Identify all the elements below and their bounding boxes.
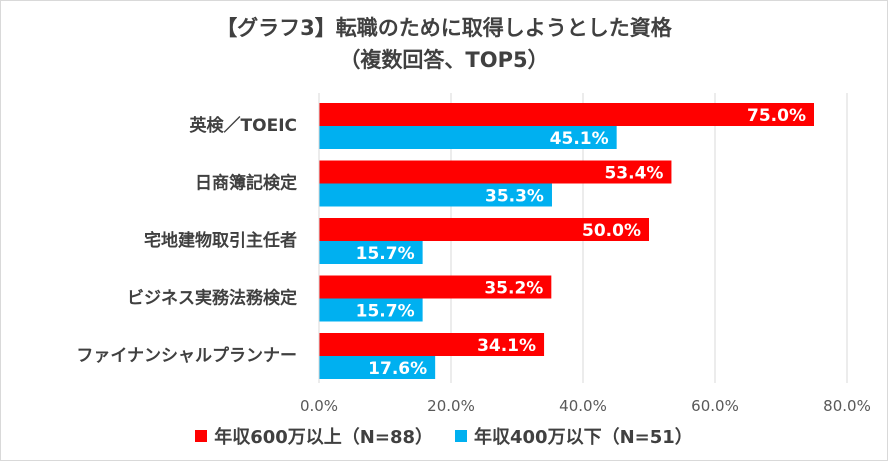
data-label: 17.6% — [368, 359, 427, 379]
chart-title: 【グラフ3】転職のために取得しようとした資格 — [216, 16, 672, 40]
x-tick-label: 80.0% — [823, 397, 871, 415]
legend-item-series-1: 年収600万以上（N=88） — [195, 423, 433, 449]
data-label: 53.4% — [604, 164, 663, 184]
data-label: 50.0% — [582, 221, 641, 241]
category-label: ビジネス実務法務検定 — [127, 288, 297, 309]
x-tick-label: 60.0% — [691, 397, 739, 415]
data-label: 15.7% — [356, 302, 415, 322]
legend-swatch-series-1 — [195, 430, 208, 442]
data-label: 15.7% — [356, 244, 415, 264]
data-label: 35.2% — [484, 279, 543, 299]
data-label: 35.3% — [485, 187, 544, 207]
legend-label-series-1: 年収600万以上（N=88） — [214, 427, 433, 448]
legend-label-series-2: 年収400万以下（N=51） — [474, 427, 693, 448]
x-tick-label: 20.0% — [427, 397, 475, 415]
x-tick-label: 40.0% — [559, 397, 607, 415]
category-label: 英検／TOEIC — [190, 115, 297, 136]
chart-subtitle: （複数回答、TOP5） — [339, 48, 549, 72]
bar — [319, 275, 552, 299]
bar — [319, 126, 617, 149]
bar — [319, 160, 672, 184]
legend-swatch-series-2 — [455, 430, 467, 442]
x-tick-label: 0.0% — [300, 397, 338, 415]
bar — [319, 356, 436, 379]
category-label: 日商簿記検定 — [195, 173, 297, 194]
data-label: 75.0% — [747, 106, 806, 126]
bar — [319, 183, 552, 207]
data-label: 34.1% — [477, 336, 536, 356]
bar — [319, 333, 545, 356]
category-label: ファイナンシャルプランナー — [76, 345, 297, 366]
bar — [319, 218, 649, 241]
bar — [319, 103, 814, 126]
data-label: 45.1% — [550, 129, 609, 149]
category-label: 宅地建物取引主任者 — [144, 230, 297, 251]
bar — [319, 241, 423, 264]
legend-item-series-2: 年収400万以下（N=51） — [455, 423, 693, 449]
bar — [319, 298, 423, 322]
legend: 年収600万以上（N=88） 年収400万以下（N=51） — [0, 423, 888, 449]
